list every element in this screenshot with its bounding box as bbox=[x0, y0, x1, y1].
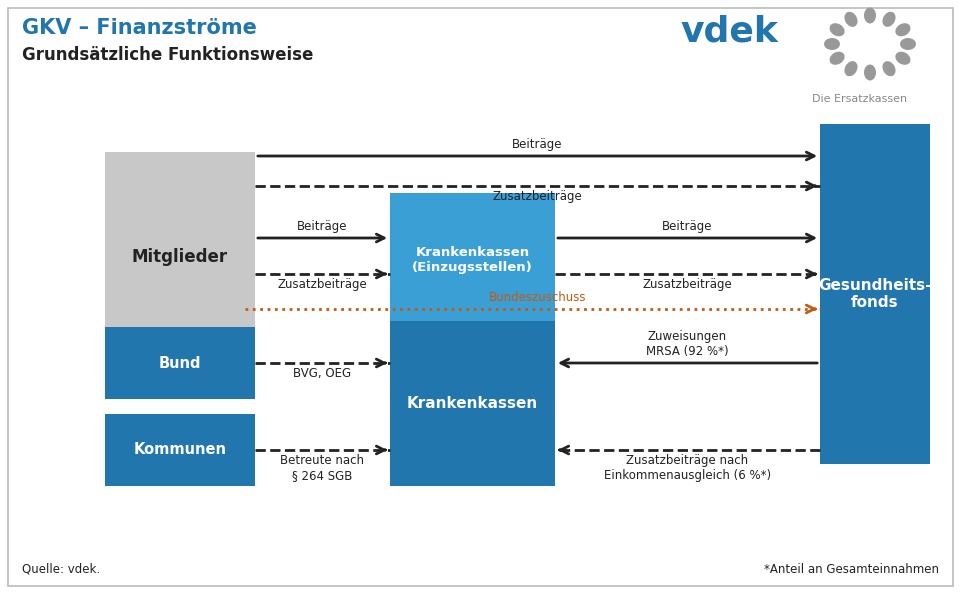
Ellipse shape bbox=[882, 61, 896, 76]
Text: Quelle: vdek.: Quelle: vdek. bbox=[22, 563, 100, 576]
Ellipse shape bbox=[864, 8, 876, 24]
Text: Krankenkassen: Krankenkassen bbox=[407, 396, 538, 411]
Ellipse shape bbox=[845, 12, 857, 27]
Text: Die Ersatzkassen: Die Ersatzkassen bbox=[812, 94, 907, 104]
Text: BVG, OEG: BVG, OEG bbox=[293, 367, 352, 380]
Text: Beiträge: Beiträge bbox=[297, 220, 348, 233]
Ellipse shape bbox=[896, 52, 910, 65]
Text: Beiträge: Beiträge bbox=[662, 220, 713, 233]
Bar bbox=[105, 152, 255, 362]
Text: Betreute nach
§ 264 SGB: Betreute nach § 264 SGB bbox=[281, 454, 364, 482]
Bar bbox=[820, 124, 930, 464]
Text: *Anteil an Gesamteinnahmen: *Anteil an Gesamteinnahmen bbox=[764, 563, 939, 576]
Bar bbox=[390, 193, 555, 328]
Text: Zusatzbeiträge: Zusatzbeiträge bbox=[493, 190, 582, 203]
Text: Zusatzbeiträge: Zusatzbeiträge bbox=[278, 278, 367, 291]
Text: Grundsätzliche Funktionsweise: Grundsätzliche Funktionsweise bbox=[22, 46, 313, 64]
Bar bbox=[105, 327, 255, 399]
Text: Zuweisungen
MRSA (92 %*): Zuweisungen MRSA (92 %*) bbox=[646, 330, 728, 358]
Text: Kommunen: Kommunen bbox=[134, 443, 227, 457]
Text: Zusatzbeiträge nach
Einkommenausgleich (6 %*): Zusatzbeiträge nach Einkommenausgleich (… bbox=[604, 454, 771, 482]
Text: Zusatzbeiträge: Zusatzbeiträge bbox=[643, 278, 732, 291]
Ellipse shape bbox=[845, 61, 857, 76]
Ellipse shape bbox=[864, 65, 876, 81]
Ellipse shape bbox=[882, 12, 896, 27]
Ellipse shape bbox=[829, 52, 845, 65]
Text: Mitglieder: Mitglieder bbox=[132, 248, 228, 266]
Text: vdek: vdek bbox=[680, 14, 777, 48]
Text: Bundeszuschuss: Bundeszuschuss bbox=[489, 291, 586, 304]
Text: Bund: Bund bbox=[159, 355, 201, 371]
Bar bbox=[105, 414, 255, 486]
Text: Beiträge: Beiträge bbox=[512, 138, 563, 151]
Ellipse shape bbox=[824, 38, 840, 50]
Text: GKV – Finanzströme: GKV – Finanzströme bbox=[22, 18, 257, 38]
Ellipse shape bbox=[896, 23, 910, 36]
Ellipse shape bbox=[900, 38, 916, 50]
Text: Krankenkassen
(Einzugsstellen): Krankenkassen (Einzugsstellen) bbox=[412, 247, 533, 274]
Text: Gesundheits-
fonds: Gesundheits- fonds bbox=[818, 278, 932, 310]
Ellipse shape bbox=[829, 23, 845, 36]
Bar bbox=[390, 321, 555, 486]
